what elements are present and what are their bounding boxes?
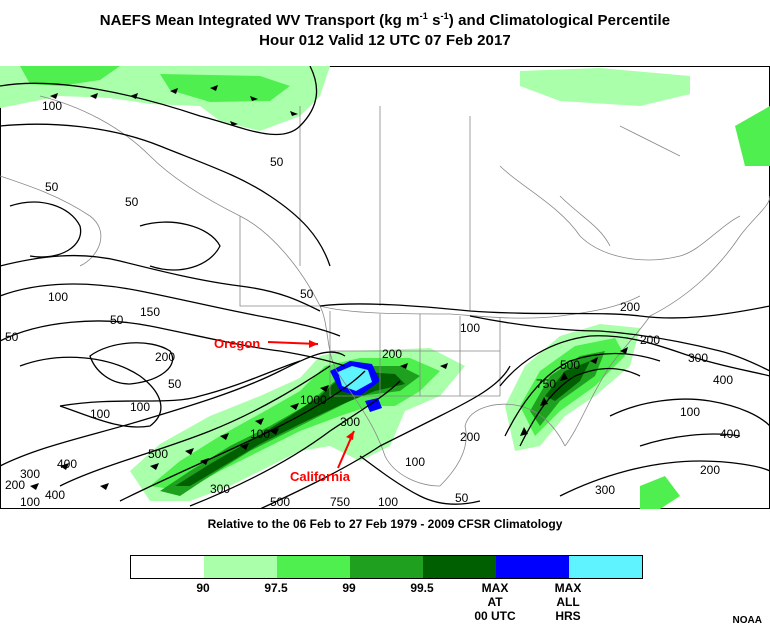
- chart-title: NAEFS Mean Integrated WV Transport (kg m…: [99, 11, 671, 30]
- contour-label: 400: [45, 488, 65, 502]
- california-arrow: [346, 431, 354, 440]
- contour-label: 300: [210, 482, 230, 496]
- contour-label: 500: [560, 358, 580, 372]
- contour-label: 50: [300, 287, 314, 301]
- contour-label: 100: [680, 405, 700, 419]
- contour-label: 750: [330, 495, 350, 509]
- legend-label: 99.5: [410, 581, 434, 595]
- legend-label: MAX AT 00 UTC: [474, 581, 516, 623]
- contour-label: 50: [5, 330, 19, 344]
- oregon-arrow: [309, 340, 318, 348]
- legend-swatch: [131, 556, 204, 578]
- map-panel: 100 50 50 50 50 100 200 100 50 100 50 10…: [0, 66, 770, 509]
- contour-label: 300: [688, 351, 708, 365]
- contour-label: 300: [595, 483, 615, 497]
- contour-label: 400: [713, 373, 733, 387]
- contour-label: 50: [270, 155, 284, 169]
- contour-label: 100: [130, 400, 150, 414]
- contour-label: 100: [48, 290, 68, 304]
- legend-label: MAX ALL HRS: [554, 581, 582, 623]
- contour-label: 200: [620, 300, 640, 314]
- contour-label: 200: [382, 347, 402, 361]
- legend-swatch: [423, 556, 496, 578]
- shading-arctic: [0, 66, 770, 166]
- contour-label: 400: [720, 427, 740, 441]
- oregon-label: Oregon: [214, 336, 260, 351]
- contour-label: 150: [140, 305, 160, 319]
- ivt-contours: [0, 66, 770, 509]
- legend-swatch: [350, 556, 423, 578]
- legend-color-bar: [130, 555, 643, 579]
- contour-label: 100: [460, 321, 480, 335]
- contour-label: 50: [168, 377, 182, 391]
- geographic-boundaries: [0, 95, 770, 487]
- contour-label: 100: [42, 99, 62, 113]
- ivt-vectors: [30, 85, 628, 490]
- contour-label: 1000: [300, 393, 327, 407]
- contour-label: 100: [90, 407, 110, 421]
- california-label: California: [290, 469, 351, 484]
- credit-noaa: NOAA: [732, 615, 762, 626]
- climatology-note: Relative to the 06 Feb to 27 Feb 1979 - …: [207, 517, 563, 531]
- contour-label: 100: [250, 427, 270, 441]
- contour-label: 500: [148, 447, 168, 461]
- contour-label: 200: [640, 333, 660, 347]
- contour-label: 750: [536, 377, 556, 391]
- contour-label: 200: [700, 463, 720, 477]
- contour-label: 50: [110, 313, 124, 327]
- contour-label: 400: [57, 457, 77, 471]
- contour-label: 100: [378, 495, 398, 509]
- contour-label: 200: [155, 350, 175, 364]
- contour-label: 50: [125, 195, 139, 209]
- legend-label: 90: [196, 581, 210, 595]
- contour-label: 300: [340, 415, 360, 429]
- contour-label: 500: [270, 495, 290, 509]
- shading-atmospheric-river: [130, 348, 465, 501]
- legend-swatch: [204, 556, 277, 578]
- contour-label: 100: [405, 455, 425, 469]
- contour-label: 100: [20, 495, 40, 509]
- contour-value-labels: 100 50 50 50 50 100 200 100 50 100 50 10…: [5, 99, 740, 509]
- contour-label: 50: [45, 180, 59, 194]
- chart-subtitle-valid-time: Hour 012 Valid 12 UTC 07 Feb 2017: [259, 32, 511, 49]
- legend-swatch: [496, 556, 569, 578]
- map-annotations: Oregon California: [214, 336, 355, 484]
- contour-label: 200: [460, 430, 480, 444]
- legend-label: 97.5: [264, 581, 288, 595]
- legend-label: 99: [342, 581, 356, 595]
- legend-swatch: [277, 556, 350, 578]
- legend-swatch: [569, 556, 642, 578]
- contour-label: 300: [20, 467, 40, 481]
- contour-label: 50: [455, 491, 469, 505]
- contour-label: 200: [5, 478, 25, 492]
